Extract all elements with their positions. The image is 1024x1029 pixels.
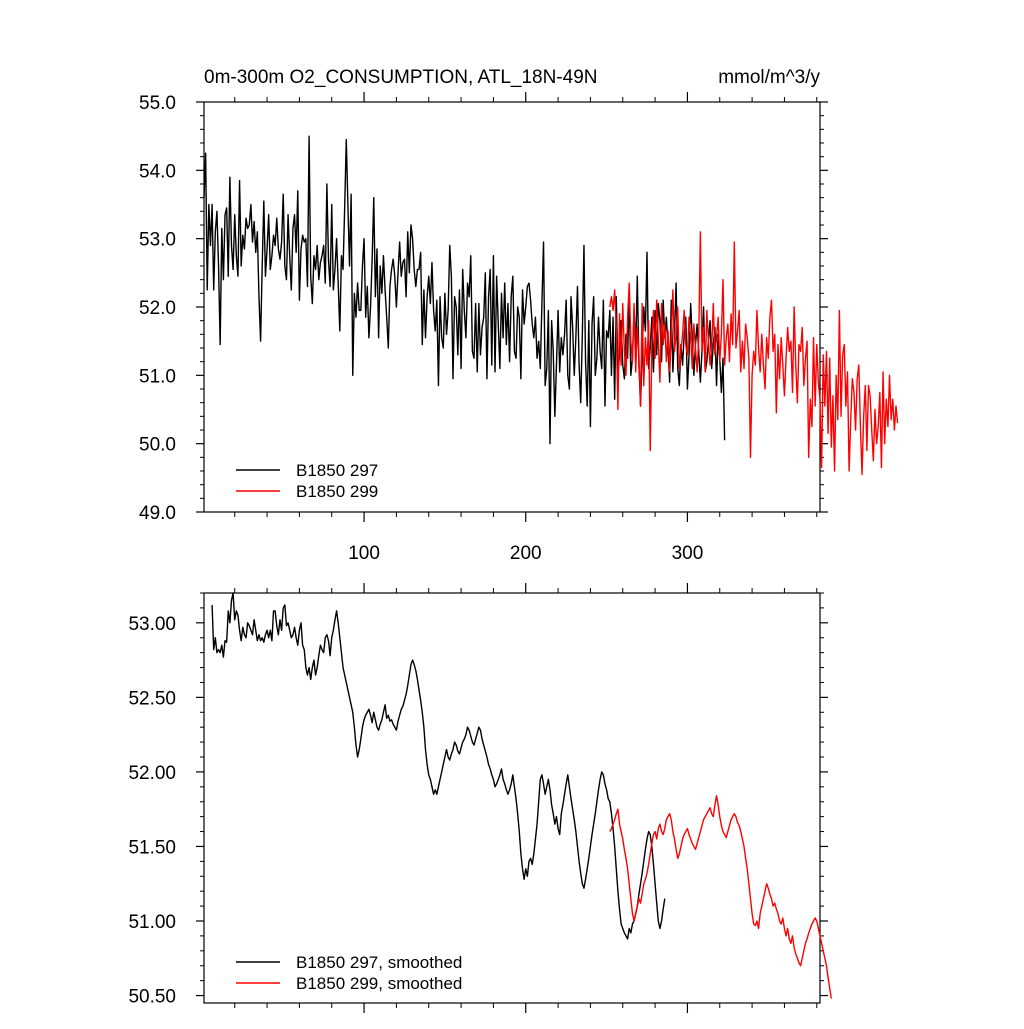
x-tick-label: 300 [672,543,704,564]
top-legend: B1850 297 B1850 299 [236,461,378,501]
y-tick-label: 51.00 [128,912,176,933]
top-plot-frame [203,101,821,513]
bottom-legend: B1850 297, smoothed B1850 299, smoothed [236,953,462,993]
y-tick-label: 50.50 [128,987,176,1008]
x-tick-label: 200 [510,543,542,564]
y-tick-label: 52.0 [139,298,176,319]
legend-label-series-297: B1850 297 [296,461,378,480]
bottom-plot-frame [203,592,821,1004]
y-tick-label: 53.00 [128,614,176,635]
series-line-b1850-297 [203,135,726,445]
bottom-panel-ticks: 50.50 51.00 51.50 52.00 52.50 53.00 [128,583,828,1013]
y-tick-label: 54.0 [139,161,176,182]
bottom-panel: 50.50 51.00 51.50 52.00 52.50 53.00 B1850 297… [128,583,833,1013]
series-line-b1850-299 [609,795,833,999]
top-panel-series [203,135,899,476]
y-tick-label: 53.0 [139,230,176,251]
top-panel-units: mmol/m^3/y [718,67,820,88]
y-tick-label: 50.0 [139,435,176,456]
y-tick-label: 52.50 [128,688,176,709]
x-tick-label: 100 [348,543,380,564]
legend-label-series-299-smoothed: B1850 299, smoothed [296,974,462,993]
y-tick-label: 51.50 [128,837,176,858]
legend-label-series-299: B1850 299 [296,482,378,501]
y-tick-label: 55.0 [139,93,176,114]
top-panel-ticks: 49.0 50.0 51.0 52.0 53.0 54.0 55.0 100 200 300 [139,92,828,564]
legend-label-series-297-smoothed: B1850 297, smoothed [296,953,462,972]
bottom-panel-series [211,592,833,999]
y-tick-label: 49.0 [139,503,176,524]
top-panel-title: 0m-300m O2_CONSUMPTION, ATL_18N-49N [204,67,598,88]
top-panel: 0m-300m O2_CONSUMPTION, ATL_18N-49N mmol… [139,67,899,564]
y-tick-label: 52.00 [128,763,176,784]
series-line-b1850-299 [609,231,899,476]
y-tick-label: 51.0 [139,366,176,387]
series-line-b1850-297 [211,592,666,940]
